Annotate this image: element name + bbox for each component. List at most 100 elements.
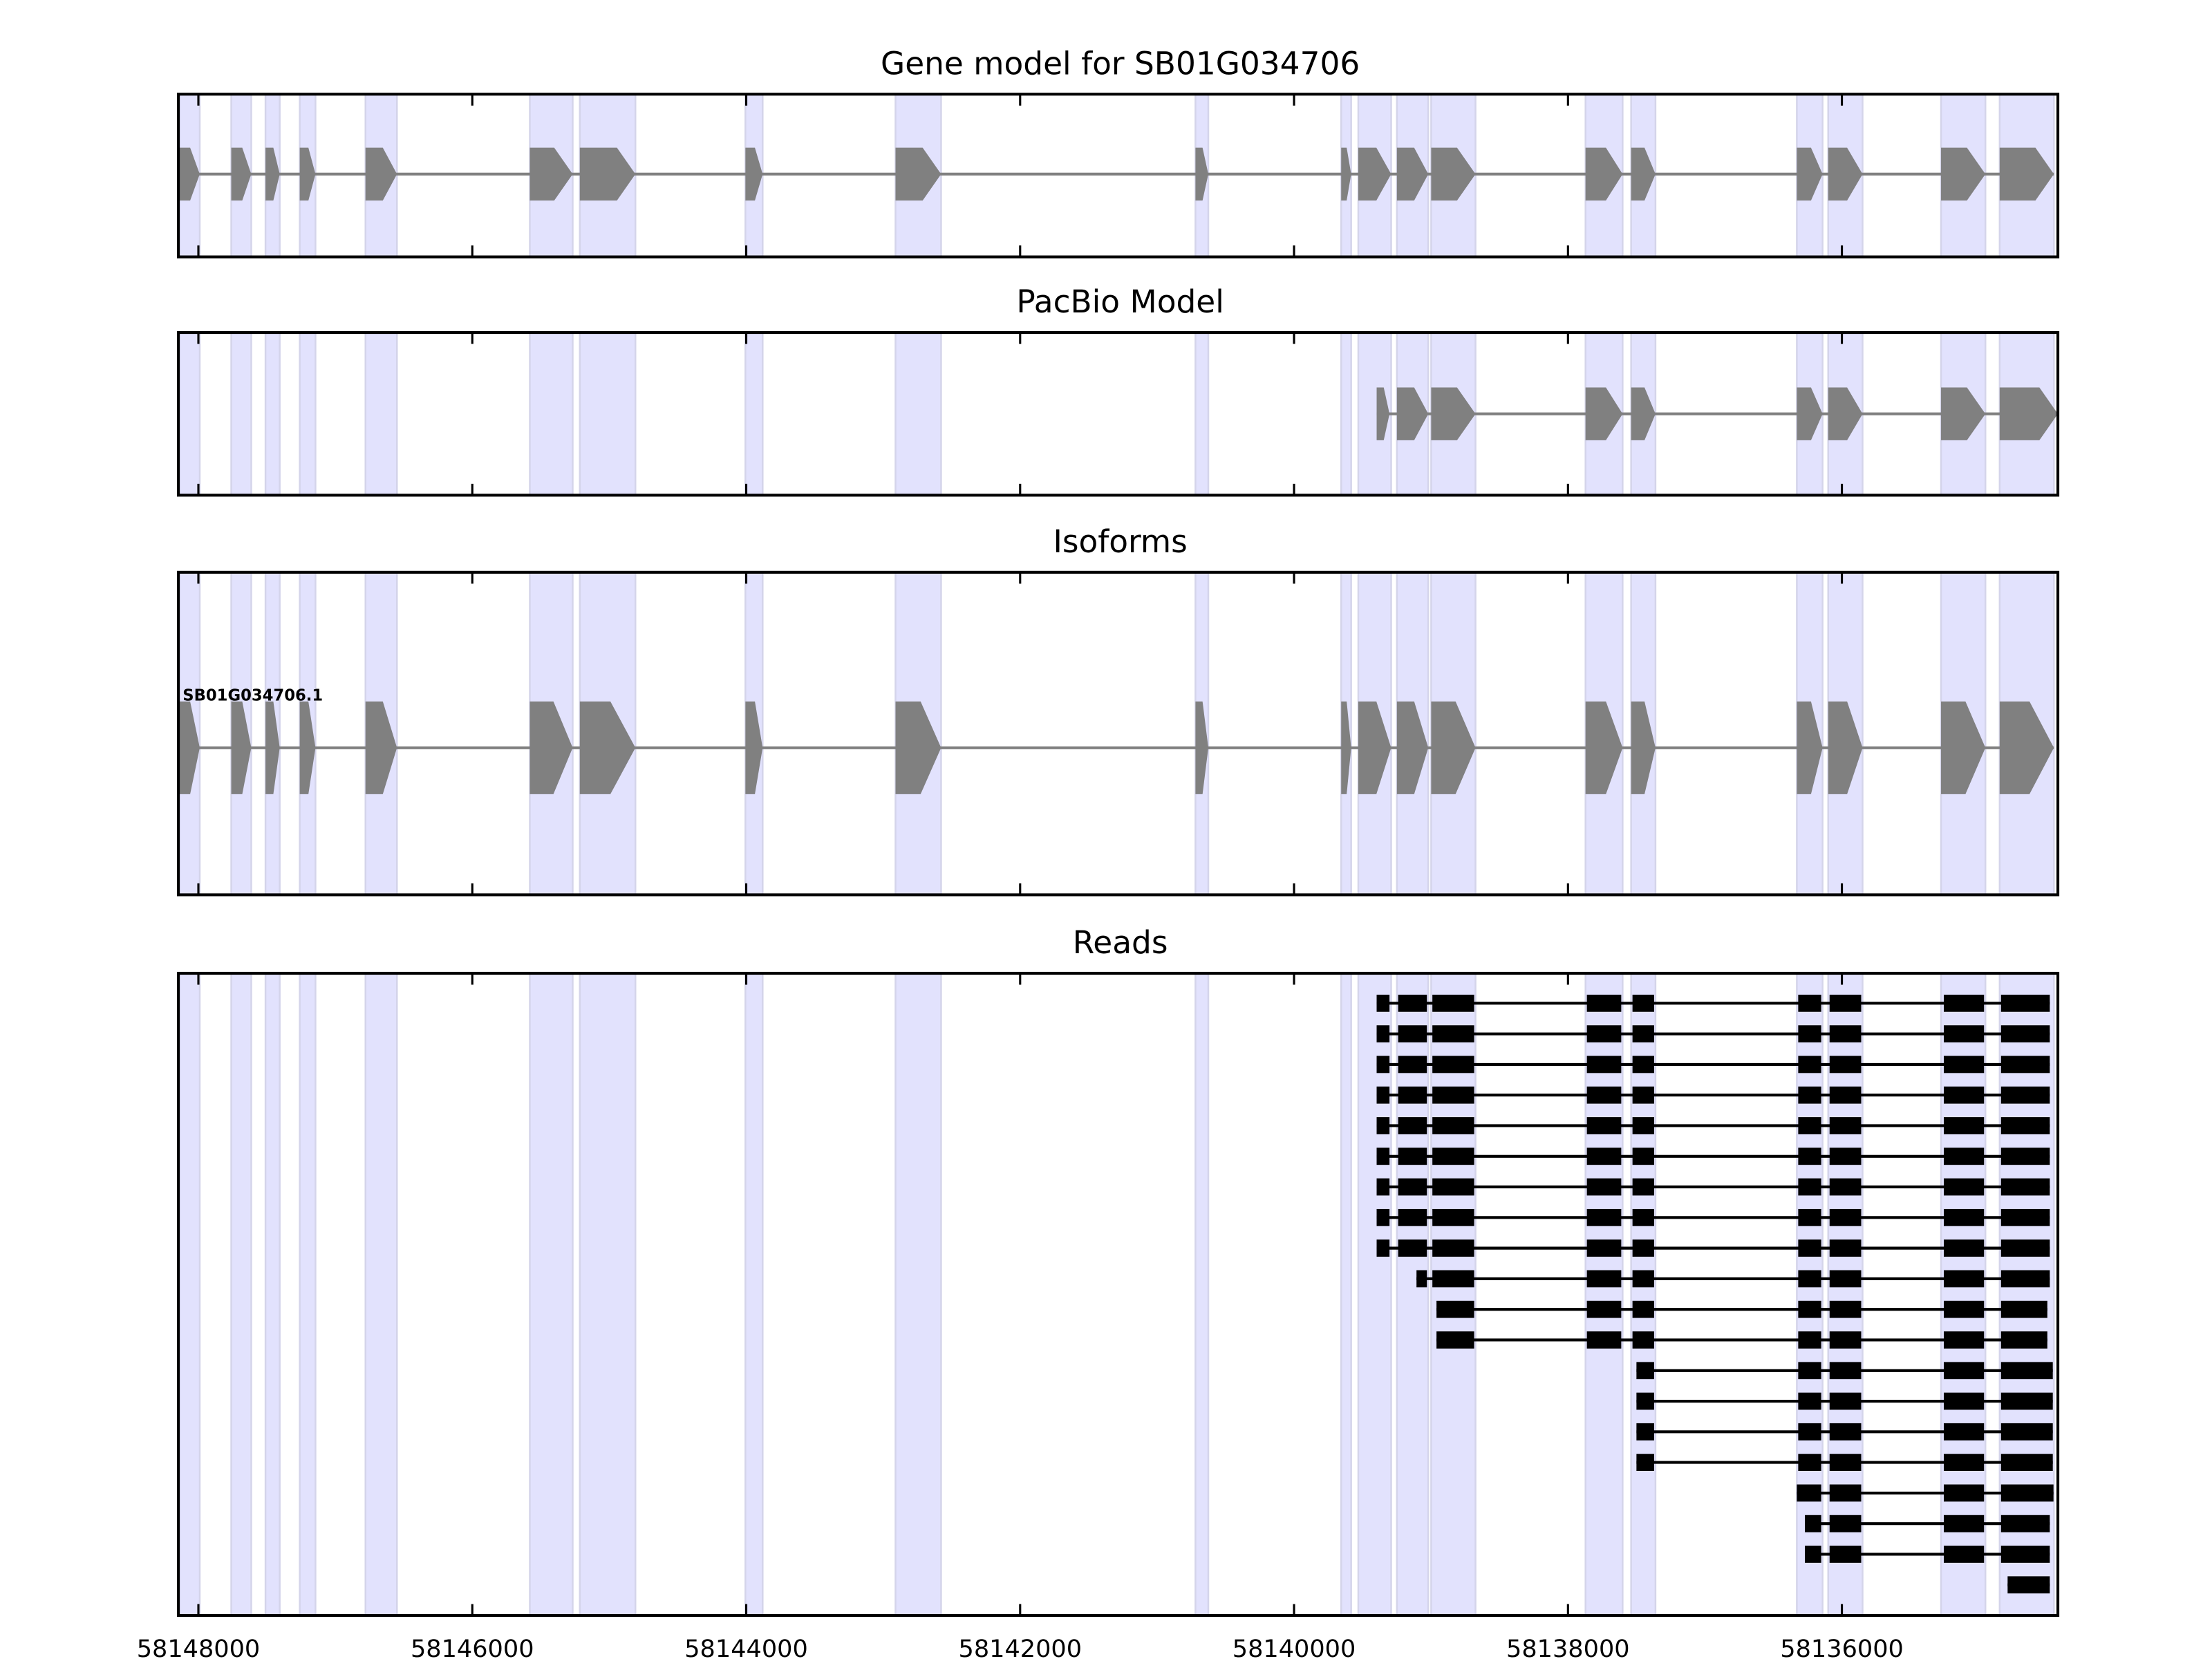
read-exon xyxy=(1798,1117,1821,1134)
exon-band xyxy=(1340,972,1352,1617)
exon-band xyxy=(299,972,317,1617)
exon-arrow xyxy=(1396,701,1429,794)
x-tick-label: 58146000 xyxy=(411,1635,534,1659)
read-row xyxy=(1805,1546,2050,1563)
exon-band xyxy=(529,972,574,1617)
panel-frame xyxy=(177,93,2060,259)
panel-title-gene-model: Gene model for SB01G034706 xyxy=(881,45,1360,82)
exon-band xyxy=(1940,972,1987,1617)
read-exon xyxy=(1798,1300,1821,1318)
read-exon xyxy=(2000,1515,2050,1533)
exon-arrow xyxy=(895,147,941,201)
exon-arrow xyxy=(1585,387,1623,440)
read-exon xyxy=(2000,1208,2050,1226)
x-tick-label: 58136000 xyxy=(1780,1635,1904,1659)
read-exon xyxy=(1829,1178,1862,1196)
read-row xyxy=(1376,1178,2050,1196)
panel-title-isoforms: Isoforms xyxy=(1053,523,1187,560)
exon-arrow xyxy=(1396,147,1429,201)
read-exon xyxy=(1798,1270,1821,1288)
exon-band xyxy=(894,972,942,1617)
read-exon xyxy=(2000,994,2050,1012)
x-tick-label: 58138000 xyxy=(1506,1635,1630,1659)
read-exon xyxy=(1943,1056,1985,1074)
read-exon xyxy=(1798,1178,1821,1196)
exon-band xyxy=(1194,972,1210,1617)
exon-arrow xyxy=(1195,147,1209,201)
exon-band xyxy=(230,972,252,1617)
exon-arrow xyxy=(231,147,252,201)
exon-band xyxy=(364,331,398,496)
read-exon xyxy=(1632,1239,1654,1257)
read-row xyxy=(1376,994,2050,1012)
exon-band xyxy=(177,972,201,1617)
exon-arrow xyxy=(579,147,636,201)
read-exon xyxy=(1798,1025,1821,1043)
read-exon xyxy=(1586,1300,1622,1318)
read-exon xyxy=(1632,1270,1654,1288)
exon-band xyxy=(1998,972,2055,1617)
exon-arrow xyxy=(1376,387,1390,440)
read-exon xyxy=(1943,1331,1985,1349)
exon-arrow xyxy=(529,147,573,201)
read-exon xyxy=(1943,1147,1985,1165)
read-exon xyxy=(1632,1208,1654,1226)
read-exon xyxy=(1636,1454,1654,1471)
exon-band xyxy=(1396,972,1430,1617)
read-exon xyxy=(1398,1025,1427,1043)
read-exon xyxy=(1632,1086,1654,1104)
read-exon xyxy=(1636,1392,1654,1410)
exon-arrow xyxy=(1828,387,1863,440)
read-exon xyxy=(1632,1178,1654,1196)
read-exon xyxy=(1586,1208,1622,1226)
exon-arrow xyxy=(365,147,397,201)
read-exon xyxy=(1829,1025,1862,1043)
exon-band xyxy=(264,972,281,1617)
read-row xyxy=(1797,1484,2054,1502)
read-exon xyxy=(1586,1331,1622,1349)
exon-arrow xyxy=(1828,147,1863,201)
x-tick-label: 58140000 xyxy=(1232,1635,1356,1659)
read-exon xyxy=(1943,1392,1985,1410)
exon-arrow xyxy=(1941,387,1986,440)
read-exon xyxy=(1943,994,1985,1012)
read-exon xyxy=(1829,1454,1862,1471)
read-exon xyxy=(1943,1025,1985,1043)
isoform-track xyxy=(178,701,2054,794)
read-exon xyxy=(1829,1147,1862,1165)
read-exon xyxy=(1943,1208,1985,1226)
exon-arrow xyxy=(895,701,941,794)
exon-arrow xyxy=(1341,701,1351,794)
x-tick-label: 58142000 xyxy=(959,1635,1082,1659)
read-exon xyxy=(1829,1546,1862,1563)
exon-arrow xyxy=(365,701,397,794)
read-exon xyxy=(1586,1117,1622,1134)
read-row xyxy=(1436,1331,2047,1349)
read-exon xyxy=(1586,994,1622,1012)
gene-model-track xyxy=(178,147,2054,201)
read-exon xyxy=(2000,1178,2050,1196)
exon-arrow xyxy=(1585,701,1623,794)
exon-arrow xyxy=(1828,701,1863,794)
read-exon xyxy=(1829,1484,1862,1502)
read-exon xyxy=(1432,1025,1474,1043)
read-row xyxy=(1636,1423,2053,1441)
exon-arrow xyxy=(1341,147,1351,201)
exon-arrow xyxy=(299,147,316,201)
exon-band xyxy=(529,331,574,496)
panel-frame xyxy=(177,570,2060,897)
read-exon xyxy=(1432,1270,1474,1288)
exon-arrow xyxy=(529,701,573,794)
panel-title-pacbio: PacBio Model xyxy=(1016,283,1224,320)
exon-band xyxy=(364,972,398,1617)
exon-arrow xyxy=(1585,147,1623,201)
read-exon xyxy=(2000,1362,2053,1380)
exon-arrow xyxy=(1797,701,1823,794)
read-exon xyxy=(1432,994,1474,1012)
read-row xyxy=(1805,1515,2050,1533)
read-exon xyxy=(1943,1515,1985,1533)
read-exon xyxy=(1798,1362,1821,1380)
read-exon xyxy=(1432,1056,1474,1074)
read-exon xyxy=(1805,1515,1821,1533)
